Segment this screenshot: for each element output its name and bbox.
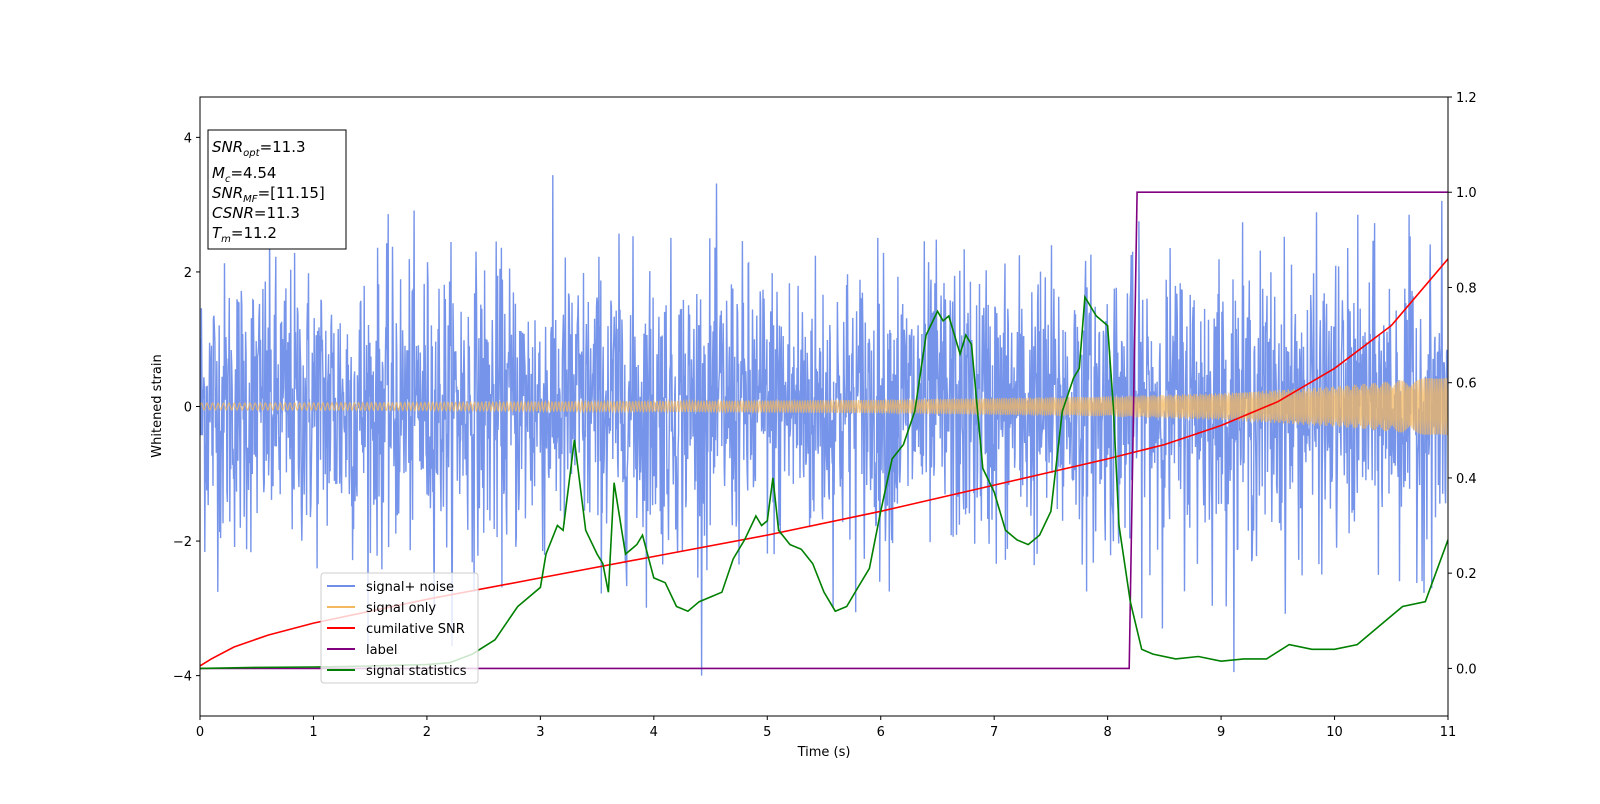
y-left-tick-label: 2 [184, 266, 192, 281]
x-tick-label: 3 [536, 725, 544, 740]
y-right-tick-label: 0.0 [1456, 662, 1477, 677]
info-snr-mf: SNRMF=[11.15] [212, 184, 325, 205]
series-layer [200, 175, 1448, 676]
info-csnr: CSNR=11.3 [212, 204, 300, 222]
info-tm: Tm=11.2 [212, 224, 277, 245]
info-box-frame [207, 129, 347, 250]
x-tick-label: 5 [763, 725, 771, 740]
series-signal-only-line [200, 377, 1448, 436]
x-axis-label: Time (s) [797, 745, 851, 760]
x-tick-label: 10 [1326, 725, 1343, 740]
y-right-tick-label: 1.0 [1456, 186, 1477, 201]
legend-label-signal-noise: signal+ noise [366, 580, 454, 595]
y-right-tick-label: 0.2 [1456, 567, 1477, 582]
x-tick-label: 6 [877, 725, 885, 740]
legend-label-label: label [366, 643, 397, 658]
legend-label-signal-only: signal only [366, 601, 436, 616]
y-right-tick-label: 1.2 [1456, 91, 1477, 106]
y-left-tick-label: 0 [184, 401, 192, 416]
x-tick-label: 1 [309, 725, 317, 740]
y-right-tick-label: 0.6 [1456, 377, 1477, 392]
y-right-tick-label: 0.4 [1456, 472, 1477, 487]
x-tick-label: 8 [1103, 725, 1111, 740]
x-tick-label: 2 [423, 725, 431, 740]
series-label-line [200, 191, 1448, 670]
x-tick-label: 7 [990, 725, 998, 740]
x-tick-label: 4 [650, 725, 658, 740]
legend-frame [320, 572, 479, 684]
info-box: SNRopt=11.3 Mc=4.54 SNRMF=[11.15] CSNR=1… [207, 129, 347, 250]
series-cumulative-snr-line [200, 258, 1448, 667]
y-right-tick-label: 0.8 [1456, 281, 1477, 296]
y-left-tick-label: −4 [173, 670, 192, 685]
x-tick-label: 9 [1217, 725, 1225, 740]
y-left-tick-label: 4 [184, 131, 192, 146]
y-left-tick-label: −2 [173, 535, 192, 550]
ticks-layer: 0 1 2 3 4 5 6 7 8 9 10 11 −4 −2 0 2 4 0.0 0.2 0.4 0.6 0.8 1.0 1… [173, 91, 1477, 740]
info-mc: Mc=4.54 [212, 164, 276, 185]
x-tick-label: 11 [1440, 725, 1457, 740]
x-tick-label: 0 [196, 725, 204, 740]
legend: signal+ noise signal only cumilative SNR… [320, 572, 479, 684]
legend-label-cumulative-snr: cumilative SNR [366, 622, 465, 637]
series-signal-statistics-line [200, 294, 1448, 670]
legend-label-signal-statistics: signal statistics [366, 664, 467, 679]
y-axis-label-left: Whitened strain [150, 354, 165, 457]
series-signal-noise-line [200, 175, 1448, 676]
info-snr-opt: SNRopt=11.3 [212, 138, 306, 159]
